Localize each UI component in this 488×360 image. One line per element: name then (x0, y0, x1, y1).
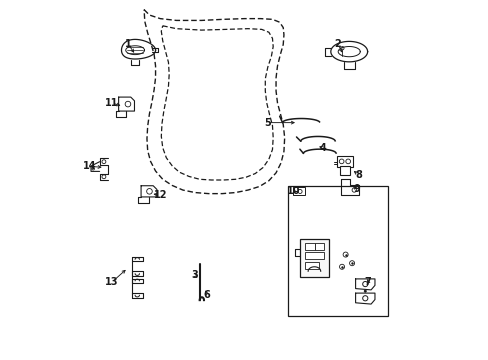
Text: 14: 14 (82, 161, 96, 171)
Text: 6: 6 (203, 290, 210, 300)
Bar (292, 188, 305, 195)
Bar (339, 166, 349, 175)
Text: 5: 5 (264, 118, 271, 128)
Text: 7: 7 (364, 277, 371, 287)
Bar (304, 252, 324, 259)
Text: 13: 13 (105, 277, 118, 287)
Bar (336, 156, 352, 167)
Text: 12: 12 (153, 190, 166, 200)
Circle shape (364, 290, 366, 292)
Text: 2: 2 (334, 39, 341, 49)
Bar (315, 243, 324, 250)
Text: 8: 8 (354, 170, 361, 180)
Text: 9: 9 (352, 184, 359, 194)
Text: 1: 1 (124, 39, 131, 49)
Bar (304, 243, 315, 250)
Bar (304, 262, 318, 269)
Bar (287, 186, 387, 316)
Bar (300, 239, 328, 276)
Text: 11: 11 (105, 98, 118, 108)
Text: 10: 10 (286, 186, 300, 197)
Text: 3: 3 (190, 270, 197, 280)
Text: 4: 4 (319, 143, 326, 153)
